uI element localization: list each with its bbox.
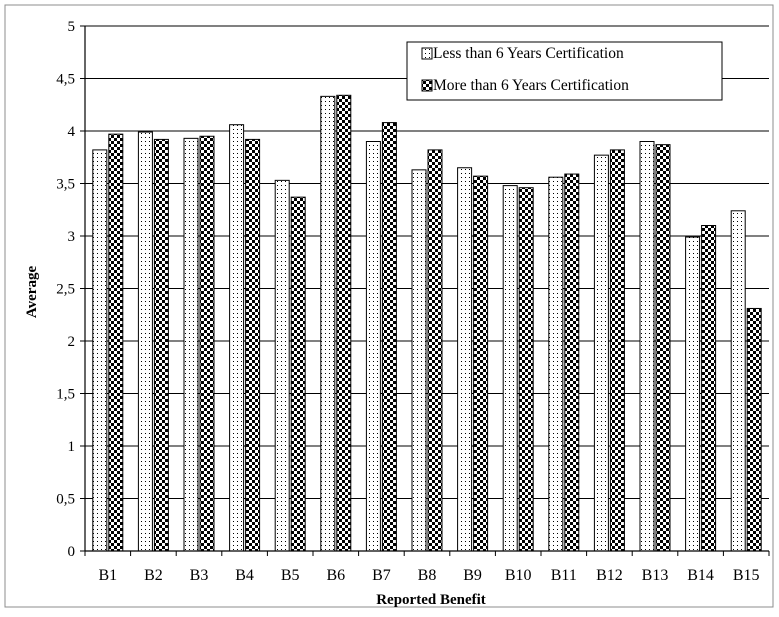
x-tick-label: B2 (144, 567, 163, 584)
x-tick-label: B7 (372, 567, 391, 584)
x-axis-title: Reported Benefit (376, 592, 486, 608)
x-tick-label: B14 (687, 567, 714, 584)
bar-less-b14 (685, 236, 701, 552)
bar-less-b7 (365, 141, 381, 552)
bar-less-b1 (92, 149, 108, 552)
y-tick-label: 0 (68, 544, 76, 560)
bar-more-b12 (609, 149, 625, 552)
x-tick-label: B9 (463, 567, 482, 584)
bar-less-b4 (229, 124, 245, 552)
x-tick-label: B6 (326, 567, 345, 584)
bar-more-b7 (381, 122, 397, 552)
legend-label-more: More than 6 Years Certification (433, 77, 629, 94)
legend-swatch-more (421, 79, 433, 92)
axes (80, 25, 770, 556)
bar-less-b5 (274, 179, 290, 552)
x-tick-label: B11 (551, 567, 577, 584)
x-tick-label: B3 (190, 567, 209, 584)
x-tick-label: B5 (281, 567, 300, 584)
bar-less-b13 (639, 141, 655, 552)
bar-less-b9 (457, 167, 473, 552)
x-tick-label: B8 (418, 567, 437, 584)
y-tick-label: 3 (68, 229, 76, 245)
legend-swatch-less (421, 47, 433, 60)
bar-less-b15 (730, 210, 746, 552)
bar-less-b2 (137, 131, 153, 552)
bar-more-b4 (245, 138, 261, 552)
bar-more-b3 (199, 135, 215, 552)
bar-more-b2 (153, 138, 169, 552)
x-tick-label: B1 (98, 567, 117, 584)
y-tick-label: 2,5 (56, 282, 75, 298)
bar-less-b10 (502, 185, 518, 552)
bar-less-b12 (593, 154, 609, 552)
y-tick-label: 3,5 (56, 177, 75, 193)
bar-more-b13 (655, 144, 671, 552)
x-tick-label: B4 (235, 567, 254, 584)
legend: Less than 6 Years Certification More tha… (406, 41, 723, 101)
y-tick-label: 5 (68, 19, 76, 35)
y-tick-label: 1 (68, 439, 76, 455)
bar-more-b5 (290, 196, 306, 552)
y-tick-label: 0,5 (56, 492, 75, 508)
bar-more-b11 (564, 173, 580, 552)
bar-less-b3 (183, 137, 199, 552)
x-tick-label: B13 (642, 567, 669, 584)
bar-more-b8 (427, 149, 443, 552)
bar-less-b8 (411, 169, 427, 552)
bar-more-b14 (701, 225, 717, 552)
x-tick-label: B12 (596, 567, 623, 584)
tick-labels: 0 0,5 1 1,5 2 2,5 3 3,5 4 4,5 5 B1 B2 B3 B4 B5 B6 B7 B8 B9 B… (56, 19, 759, 584)
y-axis-title: Average (24, 266, 40, 319)
y-tick-label: 4 (68, 124, 76, 140)
x-tick-label: B10 (505, 567, 532, 584)
legend-label-less: Less than 6 Years Certification (433, 45, 624, 62)
legend-box (406, 41, 723, 101)
bar-less-b11 (548, 176, 564, 552)
bar-less-b6 (320, 95, 336, 552)
bars (92, 94, 762, 552)
bar-more-b9 (473, 175, 489, 552)
bar-more-b10 (518, 187, 534, 552)
bar-more-b15 (746, 307, 762, 552)
bar-more-b1 (108, 133, 124, 552)
bar-more-b6 (336, 94, 352, 552)
x-tick-label: B15 (733, 567, 760, 584)
y-tick-label: 1,5 (56, 387, 75, 403)
y-tick-label: 4,5 (56, 72, 75, 88)
y-tick-label: 2 (68, 334, 76, 350)
